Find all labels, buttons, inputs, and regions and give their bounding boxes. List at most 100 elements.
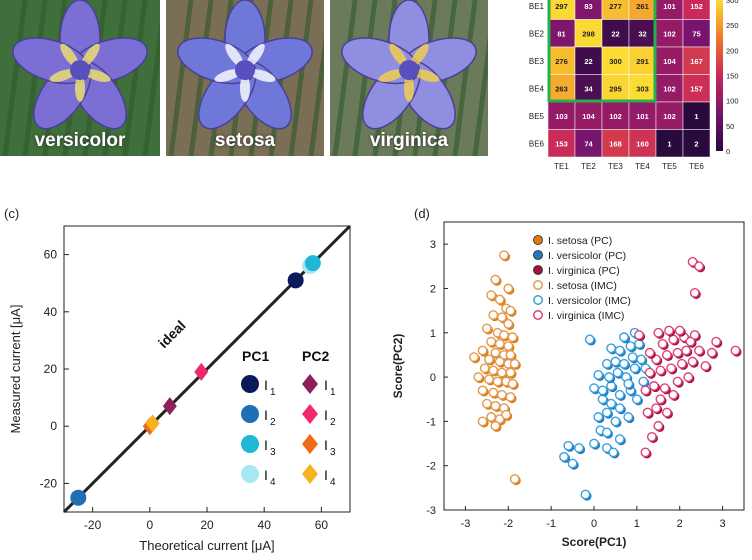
- row-label: BE3: [529, 57, 545, 66]
- point-setosa-imc: [477, 345, 488, 356]
- heatmap-value: 153: [555, 139, 568, 148]
- photo-caption: versicolor: [34, 130, 126, 151]
- point-versicolor-imc: [597, 394, 608, 405]
- point-versicolor-imc: [606, 398, 617, 409]
- petal-signal: [248, 69, 276, 82]
- heatmap-cell: [601, 46, 630, 75]
- flower-center: [235, 60, 255, 80]
- point-virginica-imc: [711, 336, 722, 347]
- point-setosa-imc: [481, 323, 492, 334]
- point-virginica-imc: [634, 330, 644, 340]
- y-tick-label: 20: [44, 362, 58, 376]
- legend-subscript: 4: [270, 477, 276, 488]
- point-setosa-imc: [494, 338, 505, 349]
- point-virginica-imc: [668, 389, 679, 400]
- leaf-blade: [122, 0, 148, 156]
- heatmap-cell: [574, 101, 603, 130]
- point-setosa-imc: [494, 414, 505, 425]
- point-setosa-imc: [486, 336, 497, 347]
- pca-score-chart: (d) -3 -2 -1 0 1 2 3 -3 -2 -1 0 1 2 3 Score(PC1) Score(P…: [391, 206, 745, 549]
- point-setosa-imc: [509, 358, 520, 369]
- heatmap-value: 83: [584, 2, 592, 11]
- point-setosa-imc: [477, 385, 488, 396]
- legend-marker: [533, 280, 543, 290]
- row-label: BE5: [529, 112, 545, 121]
- point-setosa-imc: [505, 392, 516, 402]
- heatmap-cell: [601, 19, 630, 48]
- heatmap-cell: [682, 46, 711, 75]
- point-versicolor-imc: [619, 358, 629, 369]
- petal-signal: [246, 43, 265, 68]
- ideal-label: ideal: [155, 317, 189, 351]
- point-setosa-imc: [503, 341, 514, 351]
- x-tick-label: 1: [634, 518, 640, 530]
- legend-label: I: [324, 467, 328, 483]
- heatmap-value: 22: [584, 57, 592, 66]
- point-virginica-imc: [694, 261, 704, 272]
- point-versicolor-imc: [601, 443, 612, 453]
- point-versicolor-imc: [597, 385, 608, 396]
- leaf-blade: [332, 0, 358, 156]
- point-setosa-imc: [488, 365, 499, 376]
- data-point-PC1: [287, 272, 304, 289]
- petal-signal: [240, 74, 250, 102]
- heatmap-value: 152: [690, 2, 703, 11]
- point-virginica-imc: [659, 383, 670, 394]
- heatmap-value: 291: [636, 57, 649, 66]
- leaf-blade: [168, 0, 194, 156]
- heatmap-value: 276: [555, 57, 568, 66]
- x-tick-label: -1: [546, 518, 556, 530]
- point-virginica-imc: [640, 447, 651, 458]
- point-virginica-imc: [642, 407, 653, 418]
- heatmap-cell: [655, 101, 684, 130]
- point-versicolor-imc: [601, 407, 612, 418]
- legend-label: I: [324, 437, 328, 453]
- heatmap-value: 263: [555, 84, 568, 93]
- leaf-blade: [308, 34, 324, 156]
- colorbar-tick: 250: [726, 21, 739, 30]
- legend-label: I. virginica (IMC): [548, 310, 624, 322]
- point-versicolor-imc: [563, 440, 574, 451]
- point-versicolor-imc: [623, 412, 634, 422]
- point-setosa-imc: [488, 387, 499, 398]
- heatmap-value: 104: [663, 57, 676, 66]
- point-versicolor-imc: [610, 356, 621, 367]
- point-versicolor-imc: [601, 358, 612, 369]
- y-tick-label: 2: [430, 283, 436, 295]
- x-tick-label: 60: [315, 518, 329, 532]
- point-versicolor-imc: [627, 352, 638, 363]
- heatmap-value: 102: [663, 29, 676, 38]
- heatmap-value: 168: [609, 139, 622, 148]
- heatmap-value: 2: [694, 139, 698, 148]
- heatmap-cell: [682, 101, 711, 130]
- leaf-blade: [2, 0, 28, 156]
- y-tick-label: -2: [426, 461, 436, 473]
- heatmap-value: 74: [584, 139, 593, 148]
- legend-label: I: [264, 377, 268, 393]
- point-virginica-imc: [651, 403, 662, 413]
- heatmap-cell: [682, 74, 711, 103]
- point-virginica-imc: [687, 356, 698, 367]
- x-tick-label: 2: [677, 518, 683, 530]
- point-versicolor-imc: [623, 378, 634, 389]
- point-setosa-imc: [501, 409, 512, 420]
- column-label: TE5: [662, 162, 677, 171]
- point-virginica-imc: [730, 345, 741, 356]
- point-versicolor-imc: [593, 412, 604, 422]
- legend-subscript: 4: [330, 477, 336, 488]
- point-virginica-imc: [706, 347, 717, 358]
- point-virginica-imc: [687, 256, 698, 267]
- point-virginica-imc: [644, 347, 655, 358]
- y-tick-label: -1: [426, 416, 436, 428]
- data-point-PC1: [304, 255, 321, 272]
- point-versicolor-imc: [614, 434, 625, 445]
- point-virginica-imc: [674, 325, 685, 336]
- point-setosa-imc: [499, 250, 509, 261]
- point-versicolor-imc: [593, 369, 604, 380]
- panel-label: (d): [414, 206, 430, 221]
- point-virginica-imc: [646, 431, 657, 442]
- point-virginica-imc: [672, 347, 683, 358]
- point-setosa-imc: [496, 389, 507, 400]
- column-label: TE6: [689, 162, 704, 171]
